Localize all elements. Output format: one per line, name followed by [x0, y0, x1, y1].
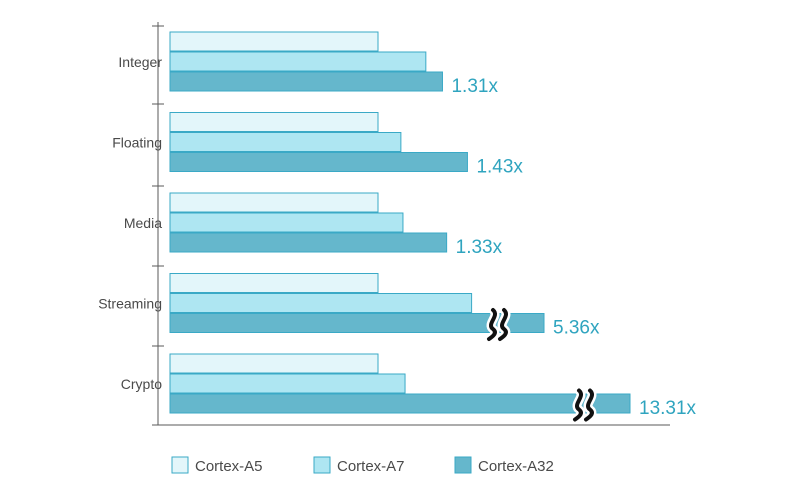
bar-crypto-cortex-a32 — [169, 393, 631, 414]
bars — [169, 31, 631, 414]
category-label-crypto: Crypto — [121, 376, 162, 392]
category-label-floating: Floating — [112, 135, 162, 151]
legend-swatch-cortex-a5 — [171, 456, 189, 474]
bar-floating-cortex-a5 — [169, 112, 379, 132]
bar-media-cortex-a7 — [169, 212, 404, 233]
data-label-crypto: 13.31x — [639, 398, 697, 419]
data-label-integer: 1.31x — [451, 76, 498, 97]
bar-streaming-cortex-a32 — [169, 313, 545, 333]
bar-floating-cortex-a7 — [169, 132, 402, 152]
data-labels: 1.31x 1.43x 1.33x 5.36x 13.31x — [451, 76, 696, 419]
bar-integer-cortex-a7 — [169, 51, 427, 72]
legend-swatch-cortex-a7 — [313, 456, 331, 474]
axis-break-icon — [584, 388, 594, 422]
bar-media-cortex-a5 — [169, 192, 379, 213]
bar-streaming-cortex-a7 — [169, 293, 473, 313]
axis-break-icon — [573, 388, 583, 422]
legend-swatch-cortex-a32 — [454, 456, 472, 474]
legend-label-cortex-a5: Cortex-A5 — [195, 458, 263, 475]
bar-floating-cortex-a32 — [169, 152, 468, 172]
axis-break-icon — [487, 308, 497, 341]
data-label-streaming: 5.36x — [553, 318, 600, 339]
legend: Cortex-A5 Cortex-A7 Cortex-A32 — [171, 456, 554, 475]
y-axis — [152, 22, 670, 426]
axis-breaks — [484, 305, 597, 424]
category-label-streaming: Streaming — [98, 296, 162, 312]
bar-streaming-cortex-a5 — [169, 273, 379, 293]
axis-break-icon — [498, 308, 508, 341]
category-labels: Integer Floating Media Streaming Crypto — [98, 54, 162, 392]
bar-crypto-cortex-a7 — [169, 373, 406, 394]
bar-integer-cortex-a32 — [169, 71, 443, 92]
bar-integer-cortex-a5 — [169, 31, 379, 52]
category-label-media: Media — [124, 215, 162, 231]
legend-label-cortex-a32: Cortex-A32 — [478, 458, 554, 475]
category-label-integer: Integer — [118, 54, 162, 70]
data-label-floating: 1.43x — [476, 157, 523, 178]
bar-media-cortex-a32 — [169, 232, 448, 253]
bar-crypto-cortex-a5 — [169, 353, 379, 374]
data-label-media: 1.33x — [456, 237, 503, 258]
legend-label-cortex-a7: Cortex-A7 — [337, 458, 405, 475]
